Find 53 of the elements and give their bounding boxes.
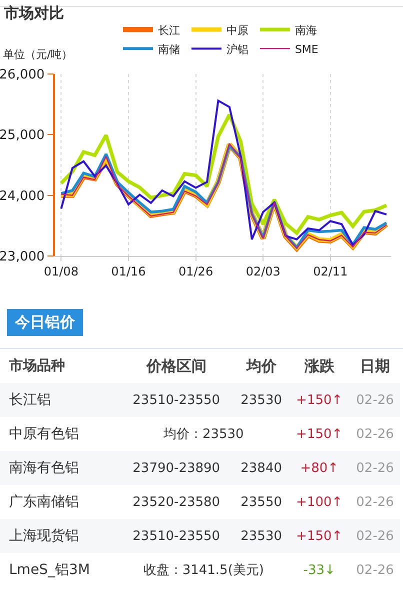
text: 23550 (240, 494, 282, 510)
text: 23840 (240, 460, 282, 476)
x-tick-label: 02/11 (313, 264, 348, 278)
chart-title: 市场对比 (3, 4, 64, 22)
text: 02-26 (356, 494, 394, 510)
x-tick-label: 01/08 (44, 264, 78, 278)
category-label: 南海有色铝 (9, 460, 79, 476)
y-tick-label: 25,000 (0, 128, 45, 144)
category-label: LmeS_铝3M (9, 562, 90, 578)
line-series (60, 100, 388, 246)
category-label: 价格区间 (145, 356, 208, 376)
text: 02-26 (356, 426, 394, 442)
x-tick-label: 01/26 (178, 264, 214, 278)
text: 23510-23550 (132, 392, 220, 408)
category-label: 日期 (359, 356, 392, 376)
legend-label: SME (294, 42, 318, 56)
y-tick-label: 24,000 (0, 188, 45, 204)
category-label: 均价 (245, 356, 278, 376)
category-label: 上海现货铝 (9, 528, 79, 544)
legend-label: 长江 (158, 24, 180, 37)
legend-label: 沪铝 (226, 42, 248, 56)
y-axis-title: 单位（元/吨） (3, 48, 73, 61)
text: +150↑ (296, 392, 343, 408)
text: 收盘：3141.5(美元) (143, 563, 264, 578)
text: 02-26 (356, 562, 394, 578)
text: +100↑ (296, 494, 343, 510)
y-tick-label: 26,000 (0, 68, 45, 83)
category-label: 市场品种 (8, 356, 66, 376)
text: 23790-23890 (132, 460, 220, 476)
text: 02-26 (356, 392, 394, 408)
category-label: 广东南储铝 (9, 494, 79, 510)
text: 均价：23530 (163, 427, 244, 442)
legend-label: 南海 (294, 24, 317, 37)
text: 02-26 (356, 528, 394, 544)
text: 23530 (240, 528, 282, 544)
x-tick-label: 01/16 (111, 264, 146, 278)
y-tick-label: 23,000 (0, 250, 45, 265)
text: 今日铝价 (7, 309, 83, 336)
text: +150↑ (296, 528, 343, 544)
category-label: 涨跌 (303, 356, 336, 376)
category-label: 长江铝 (9, 392, 51, 408)
text: 23520-23580 (132, 494, 220, 510)
text: 23530 (240, 392, 282, 408)
line-series (59, 112, 388, 235)
category-label: 中原有色铝 (9, 426, 79, 442)
text: -33↓ (303, 562, 336, 578)
text: 02-26 (356, 460, 394, 476)
legend-label: 南储 (158, 42, 180, 56)
text: +80↑ (300, 460, 339, 476)
text: +150↑ (296, 426, 343, 442)
text: 23510-23550 (132, 528, 220, 544)
x-tick-label: 02/03 (246, 264, 280, 278)
legend-label: 中原 (226, 24, 248, 37)
